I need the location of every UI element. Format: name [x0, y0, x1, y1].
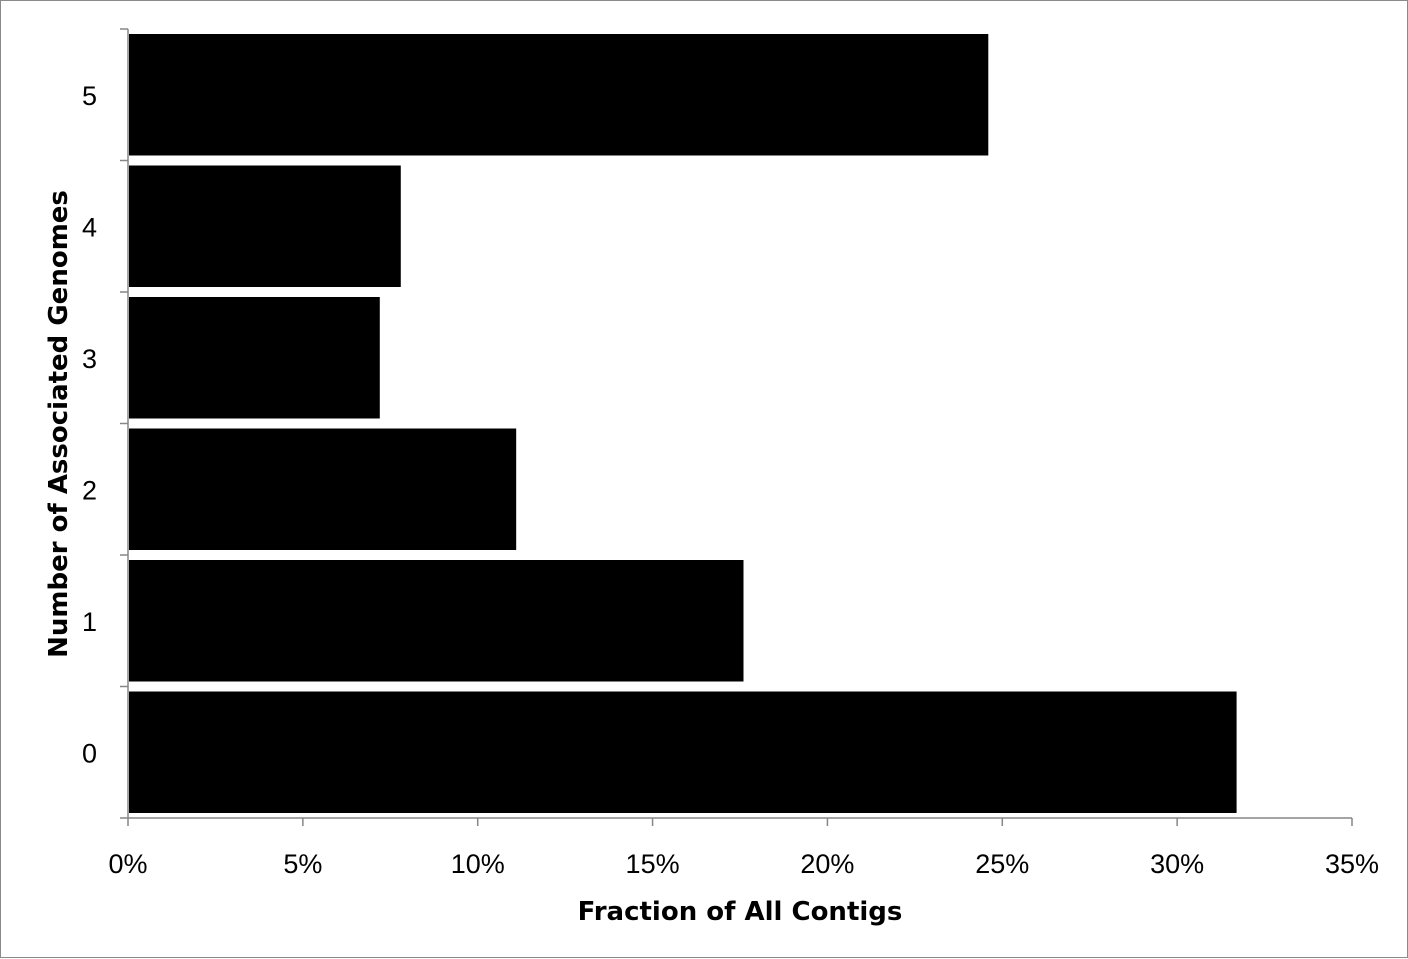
- bar-1: [129, 560, 744, 682]
- x-tick-label-0: 0%: [108, 849, 147, 879]
- x-tick-label-20: 20%: [800, 849, 854, 879]
- bar-5: [129, 34, 989, 156]
- x-tick-label-15: 15%: [626, 849, 680, 879]
- x-tick-label-10: 10%: [451, 849, 505, 879]
- y-tick-label-2: 2: [82, 475, 97, 505]
- x-tick-label-30: 30%: [1150, 849, 1204, 879]
- y-tick-label-1: 1: [82, 607, 97, 637]
- x-axis-title: Fraction of All Contigs: [578, 897, 903, 927]
- y-tick-label-4: 4: [82, 212, 97, 242]
- bars-layer: [129, 34, 1237, 813]
- y-tick-label-3: 3: [82, 344, 97, 374]
- x-tick-label-35: 35%: [1325, 849, 1379, 879]
- bar-0: [129, 691, 1237, 813]
- labels-layer: 0 1 2 3 4 5 0% 5% 10% 15% 20% 25% 30% 35%: [82, 81, 1379, 879]
- y-axis-title: Number of Associated Genomes: [44, 190, 74, 658]
- x-tick-label-5: 5%: [283, 849, 322, 879]
- x-tick-label-25: 25%: [975, 849, 1029, 879]
- y-tick-label-5: 5: [82, 81, 97, 111]
- axes-layer: [120, 28, 1353, 826]
- bar-4: [129, 165, 401, 287]
- bar-3: [129, 297, 380, 419]
- bar-2: [129, 428, 517, 550]
- y-tick-label-0: 0: [82, 738, 97, 768]
